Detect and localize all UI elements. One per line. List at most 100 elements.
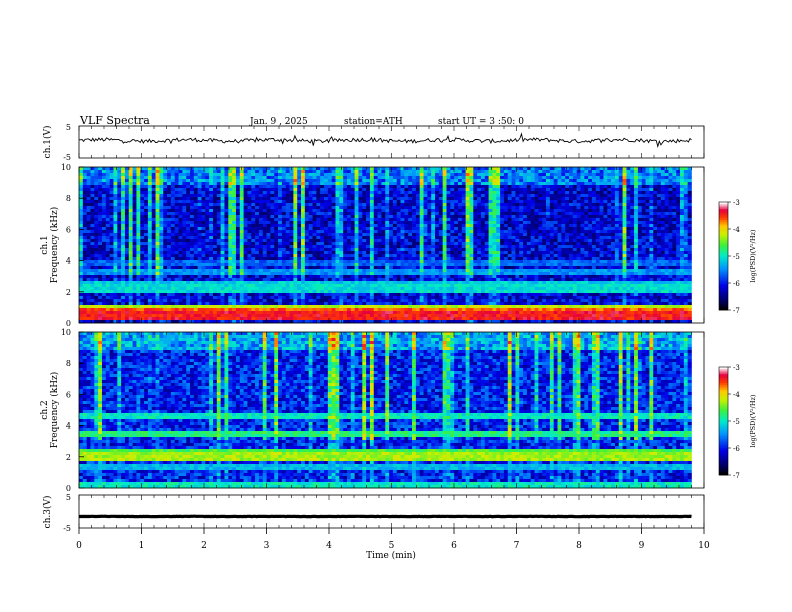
spectrogram-cell [313,197,317,200]
spectrogram-cell [688,230,692,233]
spectrogram-cell [397,221,401,224]
spectrogram-cell [297,236,301,239]
spectrogram-cell [106,188,110,191]
spectrogram-cell [477,173,481,176]
spectrogram-cell [167,236,171,239]
spectrogram-cell [270,197,274,200]
spectrogram-cell [205,251,209,254]
spectrogram-cell [347,251,351,254]
spectrogram-cell [615,203,619,206]
spectrogram-cell [538,203,542,206]
spectrogram-cell [630,245,634,248]
spectrogram-cell [378,242,382,245]
spectrogram-cell [79,224,83,227]
spectrogram-cell [290,197,294,200]
spectrogram-cell [209,179,213,182]
spectrogram-cell [439,218,443,221]
spectrogram-cell [458,248,462,251]
spectrogram-cell [144,215,148,218]
spectrogram-cell [607,218,611,221]
spectrogram-cell [335,200,339,203]
spectrogram-cell [194,176,198,179]
spectrogram-cell [519,236,523,239]
spectrogram-cell [282,221,286,224]
spectrogram-cell [657,191,661,194]
spectrogram-cell [642,248,646,251]
spectrogram-cell [251,218,255,221]
spectrogram-cell [324,170,328,173]
spectrogram-cell [408,191,412,194]
spectrogram-cell [167,227,171,230]
spectrogram-cell [661,206,665,209]
spectrogram-cell [282,167,286,170]
spectrogram-cell [190,248,194,251]
spectrogram-cell [439,233,443,236]
spectrogram-cell [630,203,634,206]
spectrogram-cell [542,233,546,236]
spectrogram-cell [443,188,447,191]
spectrogram-cell [397,236,401,239]
spectrogram-cell [90,194,94,197]
spectrogram-cell [278,218,282,221]
spectrogram-cell [247,191,251,194]
spectrogram-cell [217,239,221,242]
spectrogram-cell [351,221,355,224]
spectrogram-cell [481,221,485,224]
spectrogram-cell [113,200,117,203]
spectrogram-cell [626,257,630,260]
spectrogram-cell [347,254,351,257]
spectrogram-cell [339,182,343,185]
spectrogram-cell [163,212,167,215]
spectrogram-cell [144,251,148,254]
spectrogram-cell [626,230,630,233]
spectrogram-cell [259,206,263,209]
spectrogram-cell [500,173,504,176]
spectrogram-cell [439,236,443,239]
spectrogram-cell [393,221,397,224]
spectrogram-cell [661,194,665,197]
spectrogram-cell [148,200,152,203]
spectrogram-cell [431,188,435,191]
spectrogram-cell [335,218,339,221]
spectrogram-cell [431,191,435,194]
spectrogram-cell [454,233,458,236]
spectrogram-cell [102,227,106,230]
spectrogram-cell [316,176,320,179]
spectrogram-cell [175,176,179,179]
spectrogram-cell [420,173,424,176]
spectrogram-cell [228,236,232,239]
spectrogram-cell [611,191,615,194]
spectrogram-cell [290,170,294,173]
spectrogram-cell [106,224,110,227]
spectrogram-cell [110,218,114,221]
spectrogram-cell [420,179,424,182]
spectrogram-cell [106,251,110,254]
spectrogram-cell [588,200,592,203]
spectrogram-cell [332,173,336,176]
spectrogram-cell [439,254,443,257]
spectrogram-cell [159,167,163,170]
spectrogram-cell [79,251,83,254]
spectrogram-cell [600,251,604,254]
spectrogram-cell [313,179,317,182]
spectrogram-cell [646,212,650,215]
spectrogram-cell [175,188,179,191]
spectrogram-cell [626,212,630,215]
spectrogram-cell [301,227,305,230]
spectrogram-cell [381,257,385,260]
spectrogram-cell [642,254,646,257]
spectrogram-cell [274,236,278,239]
spectrogram-cell [550,230,554,233]
spectrogram-cell [83,173,87,176]
spectrogram-cell [117,251,121,254]
spectrogram-cell [190,233,194,236]
spectrogram-cell [515,242,519,245]
spectrogram-cell [362,221,366,224]
spectrogram-cell [657,236,661,239]
spectrogram-cell [657,185,661,188]
spectrogram-cell [615,233,619,236]
spectrogram-cell [466,182,470,185]
spectrogram-cell [305,182,309,185]
spectrogram-cell [328,251,332,254]
spectrogram-cell [473,257,477,260]
